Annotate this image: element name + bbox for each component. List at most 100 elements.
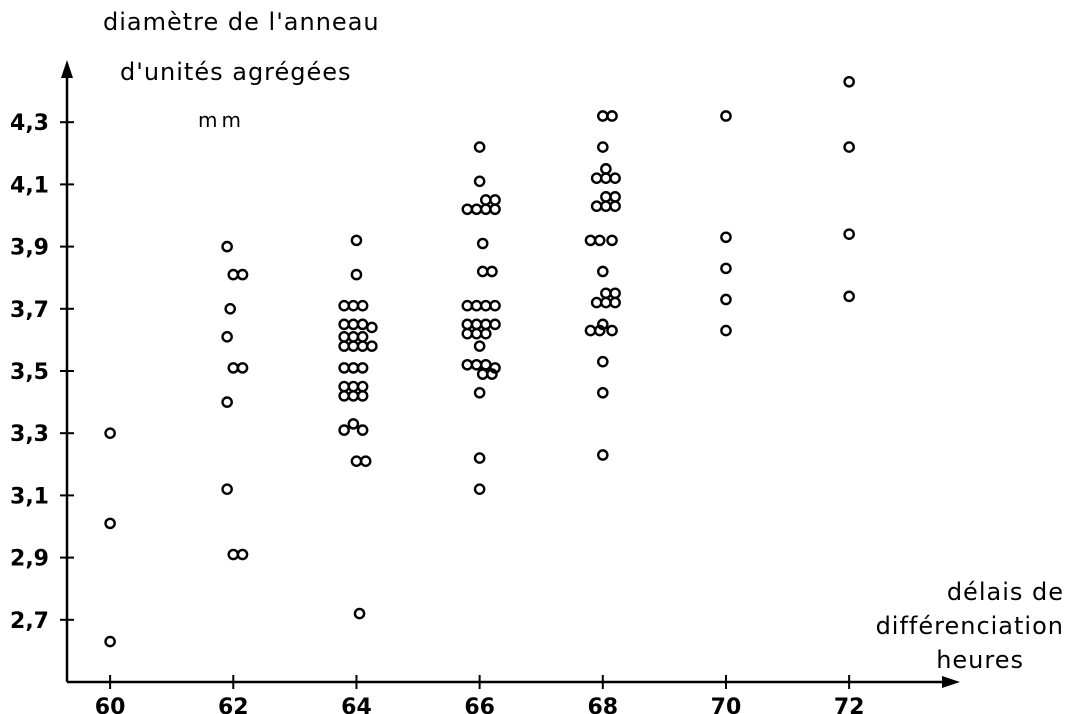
data-point [470,318,483,331]
data-point [347,340,360,352]
data-point [473,483,486,495]
x-tick-label: 66 [464,695,495,714]
data-point [606,324,618,337]
data-point [347,380,360,393]
data-point [221,483,233,495]
y-tick-label: 3,3 [10,422,49,447]
data-point [461,327,474,340]
data-point [473,175,486,188]
axes [61,60,960,688]
data-point [590,296,603,309]
y-tick-label: 4,3 [10,111,49,136]
data-point [597,110,609,122]
data-point [609,172,621,184]
data-point [356,340,369,352]
data-point [338,390,350,402]
data-point [609,191,621,203]
data-point [486,265,498,278]
data-point [479,194,492,206]
data-point [584,324,597,337]
data-point [236,362,249,374]
data-point [104,427,116,440]
data-point [597,386,609,399]
data-point [597,355,609,368]
data-point [600,172,612,184]
data-point [366,321,378,334]
data-point [347,390,360,402]
y-axis-unit: mm [198,108,245,132]
data-point [590,200,603,212]
data-point [590,172,603,184]
data-point [593,324,606,337]
x-axis-label-line-1: délais de [946,578,1064,606]
data-point [479,358,492,371]
data-point [356,362,369,374]
data-point [227,362,240,374]
data-point [473,340,486,352]
data-point [843,290,855,303]
data-point [347,362,360,374]
data-point [221,240,233,253]
data-point [350,234,363,247]
data-point [366,340,378,352]
data-point [350,268,363,281]
data-point [720,110,732,122]
data-point [350,455,363,467]
data-point [470,327,483,340]
data-point [479,318,492,331]
data-point [593,234,606,247]
data-point [470,358,483,371]
data-point [476,237,489,250]
data-point [461,318,474,331]
data-point [227,268,240,281]
data-point [479,327,492,340]
data-point [461,299,474,312]
data-point [356,330,369,343]
data-point [843,141,855,153]
data-point [338,330,350,343]
data-point [347,318,360,331]
data-point [227,548,240,561]
data-point [597,318,609,331]
data-point [338,340,350,352]
data-point [600,287,612,300]
x-tick-label: 72 [834,695,865,714]
data-point [476,265,489,278]
y-axis-label-line-1: diamètre de l'anneau [103,8,380,36]
data-point [338,424,350,436]
data-point [606,110,618,122]
data-point [470,203,483,216]
data-point [347,418,360,430]
data-point [356,390,369,402]
data-point [479,203,492,216]
data-point [720,262,732,275]
data-point [338,362,350,374]
data-point [221,396,233,408]
data-point [359,455,372,467]
data-point [597,449,609,461]
data-point [600,191,612,203]
x-axis-label-line-3: heures [936,646,1024,674]
y-axis-arrow [61,60,73,78]
data-point [221,330,233,343]
data-point [236,548,249,561]
x-tick-label: 68 [587,695,618,714]
data-point [489,194,501,206]
y-tick-label: 4,1 [10,173,49,198]
data-point [473,141,486,153]
y-tick-label: 3,7 [10,298,49,323]
data-point [356,424,369,436]
data-point [720,324,732,337]
data-point [720,231,732,244]
data-point [489,318,501,331]
data-point [489,299,501,312]
data-point [473,386,486,399]
data-point [489,362,501,374]
data-point [609,200,621,212]
y-tick-label: 3,9 [10,236,49,261]
data-point [461,358,474,371]
data-point [843,75,855,88]
data-point [224,302,237,315]
data-point [470,299,483,312]
data-point [104,635,116,648]
